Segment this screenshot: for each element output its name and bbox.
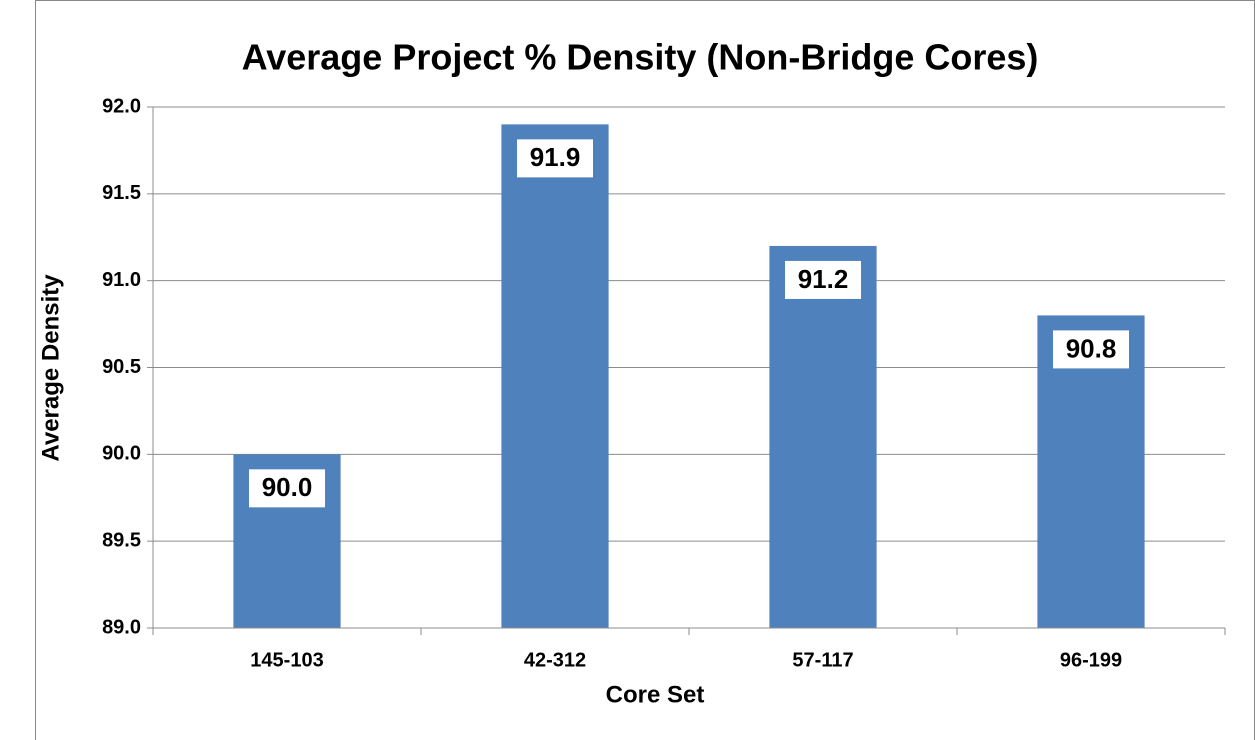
y-axis-label: Average Density — [37, 274, 64, 462]
data-label-box — [1053, 330, 1129, 369]
x-tick-label: 96-199 — [1060, 649, 1122, 671]
data-label-box — [785, 260, 861, 299]
data-label: 90.8 — [1066, 333, 1117, 363]
y-tick-label: 90.5 — [102, 356, 141, 378]
y-tick-label: 89.0 — [102, 616, 141, 638]
data-label: 90.0 — [262, 472, 313, 502]
x-tick-label: 145-103 — [250, 649, 323, 671]
bar — [501, 124, 609, 628]
x-tick-label: 57-117 — [792, 649, 853, 671]
x-tick-label: 42-312 — [524, 649, 586, 671]
data-label-box — [517, 139, 593, 178]
y-tick-label: 89.5 — [102, 529, 141, 551]
chart-title: Average Project % Density (Non-Bridge Co… — [242, 37, 1039, 78]
y-tick-label: 92.0 — [102, 95, 141, 117]
data-label-box — [249, 469, 325, 508]
y-tick-label: 91.0 — [102, 269, 141, 291]
y-tick-label: 90.0 — [102, 443, 141, 465]
bar — [769, 245, 877, 628]
x-axis-label: Core Set — [606, 681, 705, 708]
y-tick-label: 91.5 — [102, 182, 141, 204]
data-label: 91.2 — [798, 264, 849, 294]
data-label: 91.9 — [530, 142, 581, 172]
